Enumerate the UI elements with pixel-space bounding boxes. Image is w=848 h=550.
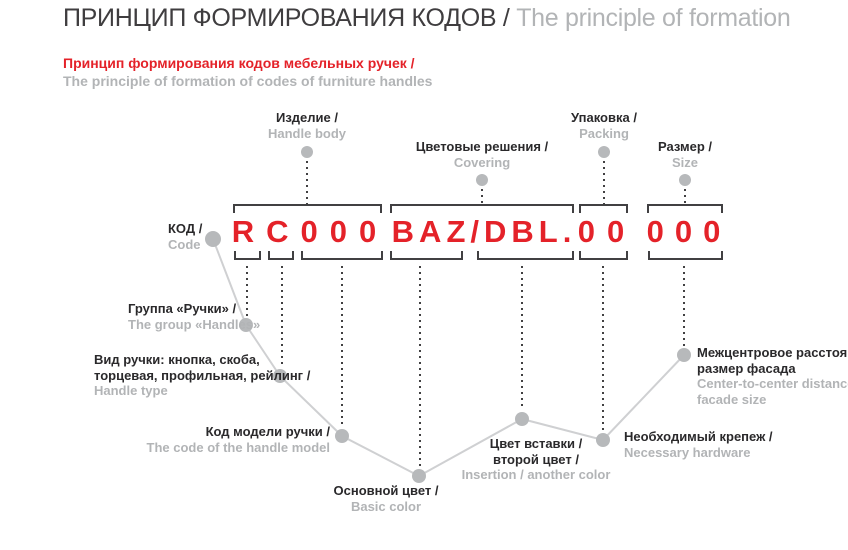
subtitle-en: The principle of formation of codes of f… [63, 73, 433, 89]
label-en: The group «Handles» [128, 316, 261, 332]
dotted-line [281, 266, 283, 367]
connector-dot [273, 369, 287, 383]
label-ru: Межцентровое расстояние / [697, 345, 848, 360]
bracket-top-handle-body [233, 204, 382, 213]
label-en: Packing [579, 125, 629, 141]
bracket-top-covering [390, 204, 574, 213]
connector-dot [301, 146, 313, 158]
label-ru2: размер фасада [697, 360, 796, 376]
label-basic-color: Основной цвет / Basic color [334, 483, 439, 514]
bracket-bottom-distance [648, 251, 723, 260]
label-ru: Цветовые решения / [415, 139, 549, 154]
top-label-covering: Цветовые решения / Covering [416, 139, 548, 170]
dotted-line [602, 266, 604, 431]
label-en: Basic color [350, 498, 422, 514]
bracket-bottom-model-code [301, 251, 383, 260]
label-ru: Основной цвет / [333, 483, 439, 498]
label-ru: Изделие / [275, 110, 338, 125]
bracket-bottom-group [234, 251, 261, 260]
label-insertion-color: Цвет вставки / второй цвет / Insertion /… [462, 436, 611, 483]
bracket-bottom-handle-type [268, 251, 294, 260]
dotted-line [683, 266, 685, 346]
label-en: Center-to-center distance / [697, 376, 848, 391]
connector-dot [412, 469, 426, 483]
label-code: КОД / Code [168, 221, 202, 252]
label-ru2: второй цвет / [493, 451, 579, 467]
dotted-line [246, 266, 248, 316]
connector-dot [598, 146, 610, 158]
label-ru: КОД / [168, 221, 203, 236]
dotted-line [419, 266, 421, 467]
label-ru: Размер / [657, 139, 713, 154]
bracket-bottom-hardware [579, 251, 628, 260]
connector-dot [515, 412, 529, 426]
label-ru2: торцевая, профильная, рейлинг / [94, 367, 311, 383]
code-segment-covering: BAZ/DBL. [391, 214, 577, 249]
dotted-line [341, 266, 343, 427]
label-en: Handle body [267, 125, 347, 141]
label-ru: Цвет вставки / [489, 436, 583, 451]
dotted-line [306, 161, 308, 204]
page-title-ru: ПРИНЦИП ФОРМИРОВАНИЯ КОДОВ / [63, 4, 510, 32]
page-title: ПРИНЦИП ФОРМИРОВАНИЯ КОДОВ / The princip… [63, 4, 791, 33]
label-en: Necessary hardware [624, 444, 751, 460]
dotted-line [684, 189, 686, 204]
bracket-top-size [647, 204, 723, 213]
dotted-line [603, 161, 605, 204]
page-title-en: The principle of formation [516, 4, 791, 32]
label-en: Insertion / another color [461, 467, 611, 482]
subtitle-ru: Принцип формирования кодов мебельных руч… [63, 55, 415, 71]
connector-dot [205, 231, 221, 247]
label-en: Size [671, 154, 699, 170]
label-ru: Необходимый крепеж / [624, 429, 773, 444]
label-model-code: Код модели ручки / The code of the handl… [147, 424, 330, 455]
top-label-handle-body: Изделие / Handle body [268, 110, 346, 141]
label-ru: Упаковка / [571, 110, 637, 125]
label-en2: facade size [697, 391, 767, 407]
top-label-size: Размер / Size [658, 139, 712, 170]
code-segment-size: 000 [646, 214, 732, 249]
bracket-bottom-basic-color [390, 251, 463, 260]
label-center-distance: Межцентровое расстояние / размер фасада … [697, 345, 848, 407]
connector-dot [239, 318, 253, 332]
code-segment-handle-body: RC000 [231, 214, 389, 249]
dotted-line [481, 189, 483, 204]
label-hardware: Необходимый крепеж / Necessary hardware [624, 429, 773, 460]
dotted-line [521, 266, 523, 410]
label-ru: Группа «Ручки» / [128, 301, 237, 316]
connector-dot [596, 433, 610, 447]
connector-dot [679, 174, 691, 186]
label-ru: Вид ручки: кнопка, скоба, [94, 352, 260, 367]
code-segment-packing: 00 [577, 214, 637, 249]
top-label-packing: Упаковка / Packing [571, 110, 637, 141]
label-handle-type: Вид ручки: кнопка, скоба, торцевая, проф… [94, 352, 310, 399]
connector-dot [335, 429, 349, 443]
connector-dot [677, 348, 691, 362]
bracket-bottom-insertion-color [477, 251, 574, 260]
connector-dot [476, 174, 488, 186]
label-en: Handle type [94, 383, 168, 398]
label-ru: Код модели ручки / [205, 424, 330, 439]
label-en: The code of the handle model [146, 439, 330, 455]
label-en: Covering [453, 154, 511, 170]
bracket-top-packing [579, 204, 628, 213]
label-group-handles: Группа «Ручки» / The group «Handles» [128, 301, 260, 332]
label-en: Code [168, 236, 201, 252]
